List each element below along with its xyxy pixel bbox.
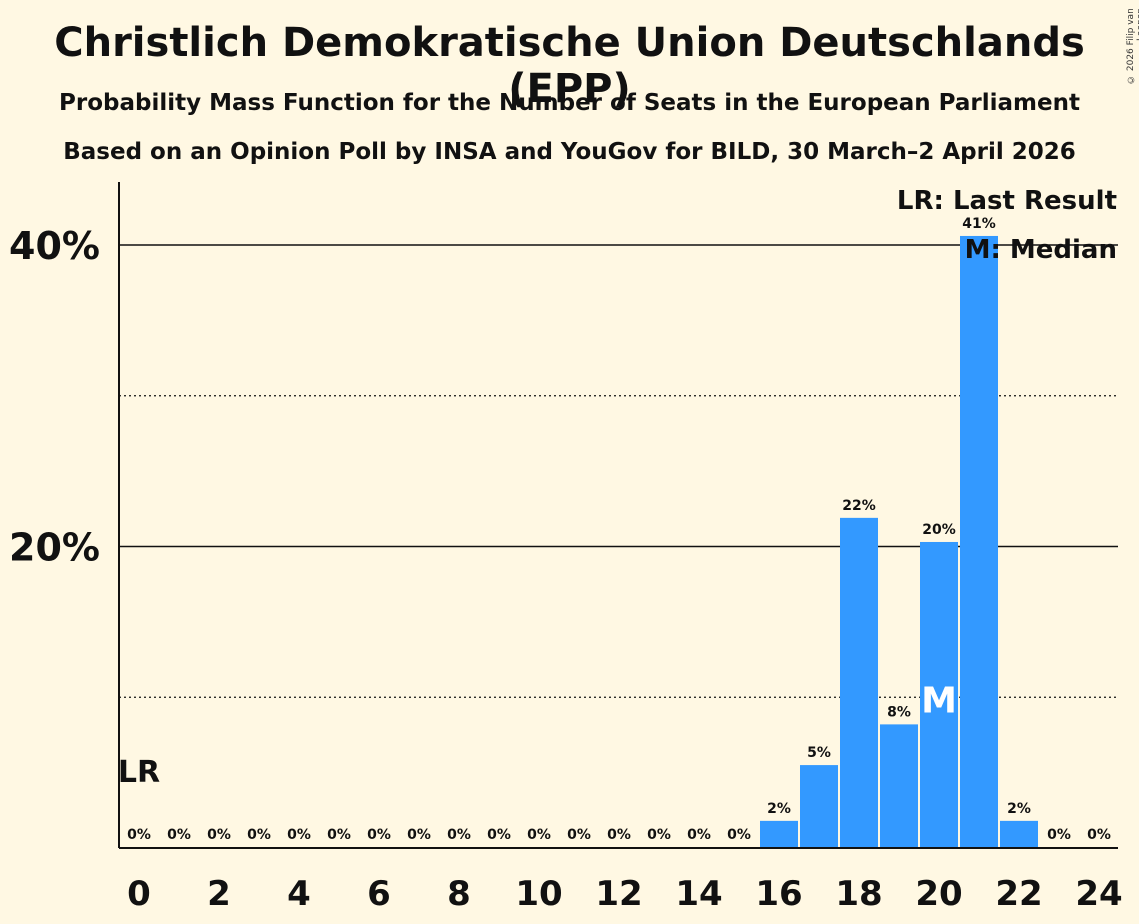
bar [800, 765, 838, 848]
bar-value-label: 0% [607, 827, 631, 843]
x-tick-label: 22 [995, 874, 1042, 914]
tick-labels: 20%40%0 2 4 6 8 10 12 14 16 18 20 22 24 [9, 224, 1123, 914]
bar-value-label: 0% [447, 827, 471, 843]
bar [760, 820, 798, 848]
bar-value-labels: 0% 0% 0% 0% 0% 0% 0% 0% 0% 0% 0% 0% 0% 0% 0% 0% 2% 5% 22% 8… [118, 216, 1111, 843]
x-tick-label: 18 [835, 874, 882, 914]
bar-value-label: 0% [727, 827, 751, 843]
y-tick-label: 40% [9, 224, 100, 268]
bar-value-label: 5% [807, 745, 831, 761]
bar-value-label: 0% [567, 827, 591, 843]
bar-value-label: 0% [1087, 827, 1111, 843]
bar [1000, 820, 1038, 848]
x-tick-label: 20 [915, 874, 962, 914]
x-tick-label: 6 [367, 874, 391, 914]
chart-subtitle: Probability Mass Function for the Number… [59, 90, 1080, 116]
bar-value-label: 20% [922, 522, 956, 538]
bars [760, 235, 1038, 848]
x-tick-label: 2 [207, 874, 231, 914]
bar-value-label: 0% [407, 827, 431, 843]
legend: LR: Last Result M: Median [897, 186, 1117, 265]
bar-value-label: 8% [887, 704, 911, 720]
bar-value-label: 0% [127, 827, 151, 843]
bar-value-label: 2% [767, 801, 791, 817]
bar [960, 235, 998, 848]
x-tick-label: 16 [755, 874, 802, 914]
median-marker: M [921, 680, 957, 721]
x-tick-label: 12 [595, 874, 642, 914]
y-tick-label: 20% [9, 526, 100, 570]
bar-value-label: 0% [207, 827, 231, 843]
legend-median: M: Median [965, 235, 1117, 265]
bar-value-label: 0% [1047, 827, 1071, 843]
bar-value-label: 41% [962, 216, 996, 232]
bar [840, 517, 878, 848]
x-tick-label: 24 [1075, 874, 1122, 914]
bar-value-label: 2% [1007, 801, 1031, 817]
x-tick-label: 10 [515, 874, 562, 914]
chart-title: Christlich Demokratische Union Deutschla… [54, 20, 1085, 112]
bar [880, 724, 918, 848]
axes [118, 182, 1118, 849]
x-tick-label: 8 [447, 874, 471, 914]
last-result-marker: LR [118, 755, 160, 790]
bar [920, 541, 958, 848]
bar-value-label: 0% [487, 827, 511, 843]
x-tick-label: 0 [127, 874, 151, 914]
x-tick-label: 14 [675, 874, 722, 914]
bar-value-label: 0% [367, 827, 391, 843]
bar-value-label: 0% [687, 827, 711, 843]
x-tick-label: 4 [287, 874, 311, 914]
bar-value-label: 0% [247, 827, 271, 843]
bar-value-label: 0% [647, 827, 671, 843]
chart-source: Based on an Opinion Poll by INSA and You… [63, 139, 1076, 165]
bar-value-label: 0% [287, 827, 311, 843]
bar-value-label: 0% [327, 827, 351, 843]
legend-last-result: LR: Last Result [897, 186, 1117, 216]
bar-value-label: 0% [527, 827, 551, 843]
bar-value-label: 0% [167, 827, 191, 843]
bar-value-label: 22% [842, 498, 876, 514]
